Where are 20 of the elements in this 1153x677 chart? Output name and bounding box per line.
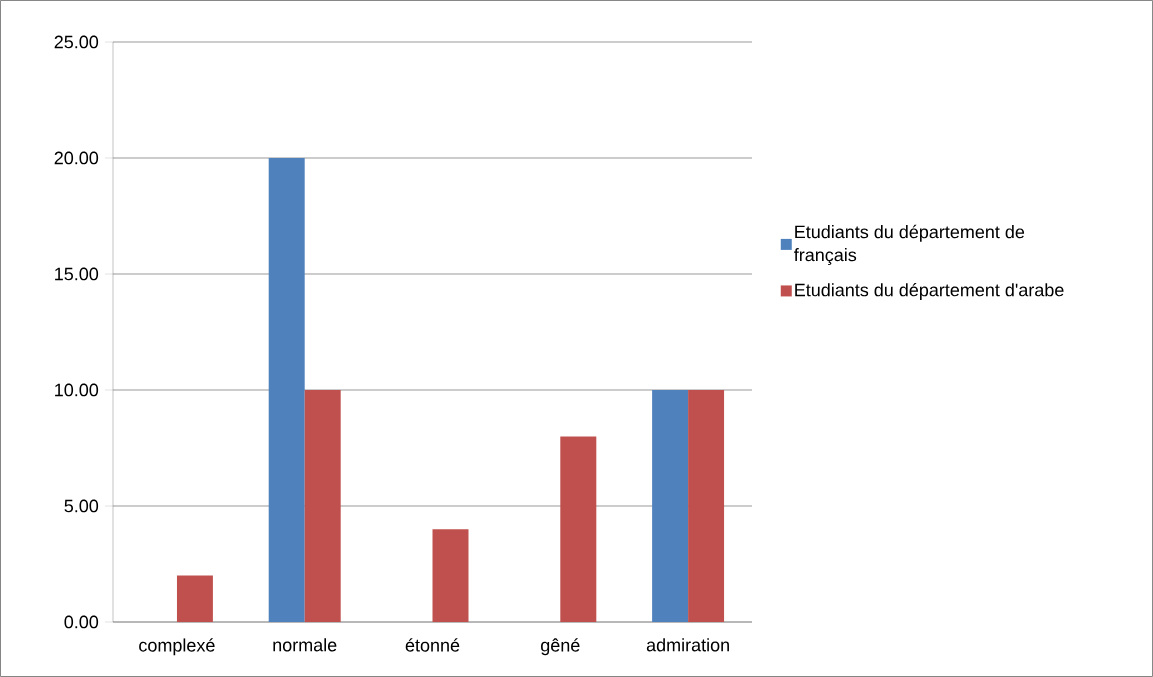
y-tick-label: 0.00 bbox=[64, 615, 99, 629]
bar bbox=[652, 390, 689, 622]
bar bbox=[304, 390, 341, 622]
bar bbox=[560, 436, 597, 622]
y-tick-label: 5.00 bbox=[64, 499, 99, 513]
legend-label: Etudiants du département de français bbox=[794, 224, 1025, 265]
y-tick-label: 20.00 bbox=[54, 151, 99, 165]
bar bbox=[688, 390, 725, 622]
y-tick-label: 25.00 bbox=[54, 35, 99, 49]
y-tick-label: 15.00 bbox=[55, 267, 99, 281]
x-tick-label: complexé bbox=[139, 638, 215, 656]
x-tick-label: admiration bbox=[646, 638, 729, 652]
bar bbox=[432, 529, 469, 622]
x-tick-label: normale bbox=[273, 638, 337, 652]
bar bbox=[268, 157, 305, 622]
legend-label: Etudiants du département d'arabe bbox=[795, 282, 1064, 300]
y-tick-label: 10.00 bbox=[55, 383, 99, 397]
bar bbox=[176, 575, 213, 622]
x-tick-label: étonné bbox=[405, 638, 460, 652]
x-tick-label: gêné bbox=[541, 638, 580, 656]
